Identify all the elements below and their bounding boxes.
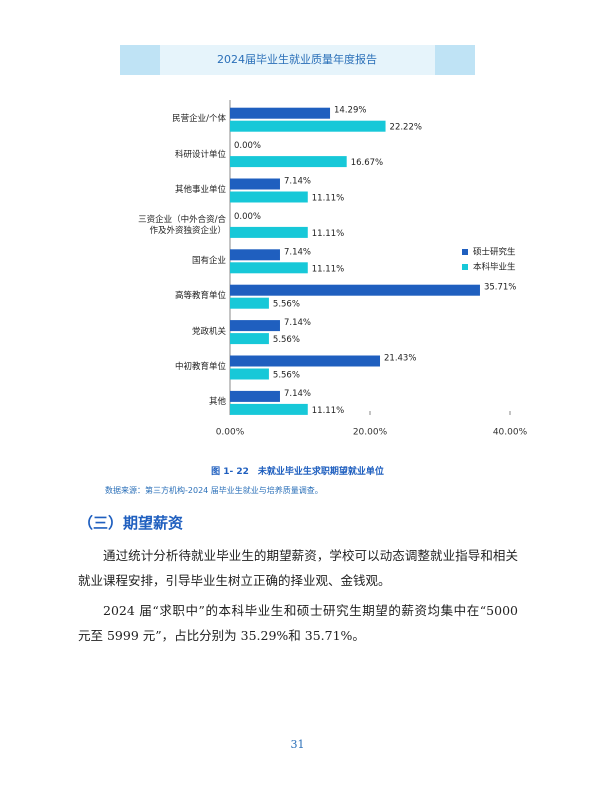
y-tick-label: 国有企业	[191, 255, 226, 266]
value-label: 0.00%	[234, 212, 261, 222]
value-label: 11.11%	[312, 194, 344, 204]
value-label: 11.11%	[312, 229, 344, 239]
y-tick-label: 民营企业/个体	[172, 114, 226, 125]
caption: 图 1- 22 未就业毕业生求职期望就业单位	[211, 467, 384, 477]
chart: 2024届毕业生就业质量年度报告 0.00% 20.00% 40.00% 民营企业/个…	[120, 45, 528, 438]
bar	[230, 107, 331, 119]
bar	[230, 368, 269, 380]
paragraph: 通过统计分析待就业毕业生的期望薪资，学校可以动态调整就业指导和相关就业课程安排，…	[78, 548, 518, 588]
bar	[230, 333, 269, 345]
page-number: 31	[290, 738, 305, 751]
category-label-box: 科研设计单位	[174, 149, 226, 160]
y-tick-label: 其他	[208, 397, 226, 408]
legend-swatch	[462, 264, 468, 270]
y-tick-label: 中初教育单位	[174, 362, 226, 372]
legend-label: 本科毕业生	[473, 262, 516, 273]
y-tick-label: 党政机关	[191, 326, 226, 337]
section-heading: （三）期望薪资	[78, 514, 184, 532]
value-label: 11.11%	[312, 264, 344, 274]
source: 数据来源：第三方机构-2024 届毕业生就业与培养质量调查。	[105, 486, 323, 495]
value-label: 5.56%	[273, 371, 300, 381]
value-label: 16.67%	[351, 158, 383, 168]
legend-label: 硕士研究生	[473, 247, 516, 258]
bar	[230, 320, 280, 332]
value-label: 35.71%	[484, 283, 516, 293]
bar	[230, 120, 386, 132]
bar	[230, 355, 381, 367]
category-label-box: 民营企业/个体	[172, 114, 226, 125]
category-label-box: 其他事业单位	[174, 185, 226, 195]
value-label: 22.22%	[390, 123, 422, 133]
bar	[230, 262, 308, 274]
value-label: 14.29%	[334, 106, 366, 116]
category-label-box: 其他	[208, 397, 226, 408]
value-label: 11.11%	[312, 406, 344, 416]
x-tick-label: 20.00%	[353, 428, 388, 438]
category-label-box: 三资企业（中外合资/合作及外资独资企业）	[138, 214, 226, 236]
value-label: 5.56%	[273, 335, 300, 345]
category-label-box: 党政机关	[191, 326, 226, 337]
category-label-box: 中初教育单位	[174, 362, 226, 372]
x-tick-label: 0.00%	[216, 428, 245, 438]
y-tick-label: 科研设计单位	[174, 149, 226, 160]
value-label: 5.56%	[273, 300, 300, 310]
bar	[230, 284, 480, 296]
value-label: 21.43%	[384, 354, 416, 364]
legend-swatch	[462, 249, 468, 255]
value-label: 0.00%	[234, 141, 261, 151]
value-label: 7.14%	[284, 318, 311, 328]
category-label-box: 国有企业	[191, 255, 226, 266]
bar	[230, 297, 269, 309]
paragraph: 2024 届“求职中”的本科毕业生和硕士研究生期望的薪资均集中在“5000 元至…	[78, 603, 518, 643]
header-title: 2024届毕业生就业质量年度报告	[217, 52, 377, 66]
y-tick-label: 高等教育单位	[174, 291, 226, 302]
bar	[230, 226, 308, 238]
value-label: 7.14%	[284, 389, 311, 399]
bar	[230, 178, 280, 190]
y-tick-label: 三资企业（中外合资/合作及外资独资企业）	[138, 214, 226, 236]
header-deco	[435, 45, 475, 75]
header-band	[120, 45, 475, 75]
value-label: 7.14%	[284, 247, 311, 257]
category-label-box: 高等教育单位	[174, 291, 226, 302]
bar	[230, 249, 280, 261]
bar	[230, 191, 308, 203]
y-tick-label: 其他事业单位	[174, 185, 226, 195]
bar	[230, 403, 308, 415]
x-tick-label: 40.00%	[493, 428, 528, 438]
header-deco	[120, 45, 160, 75]
value-label: 7.14%	[284, 177, 311, 187]
bar	[230, 390, 280, 402]
bar	[230, 156, 347, 168]
